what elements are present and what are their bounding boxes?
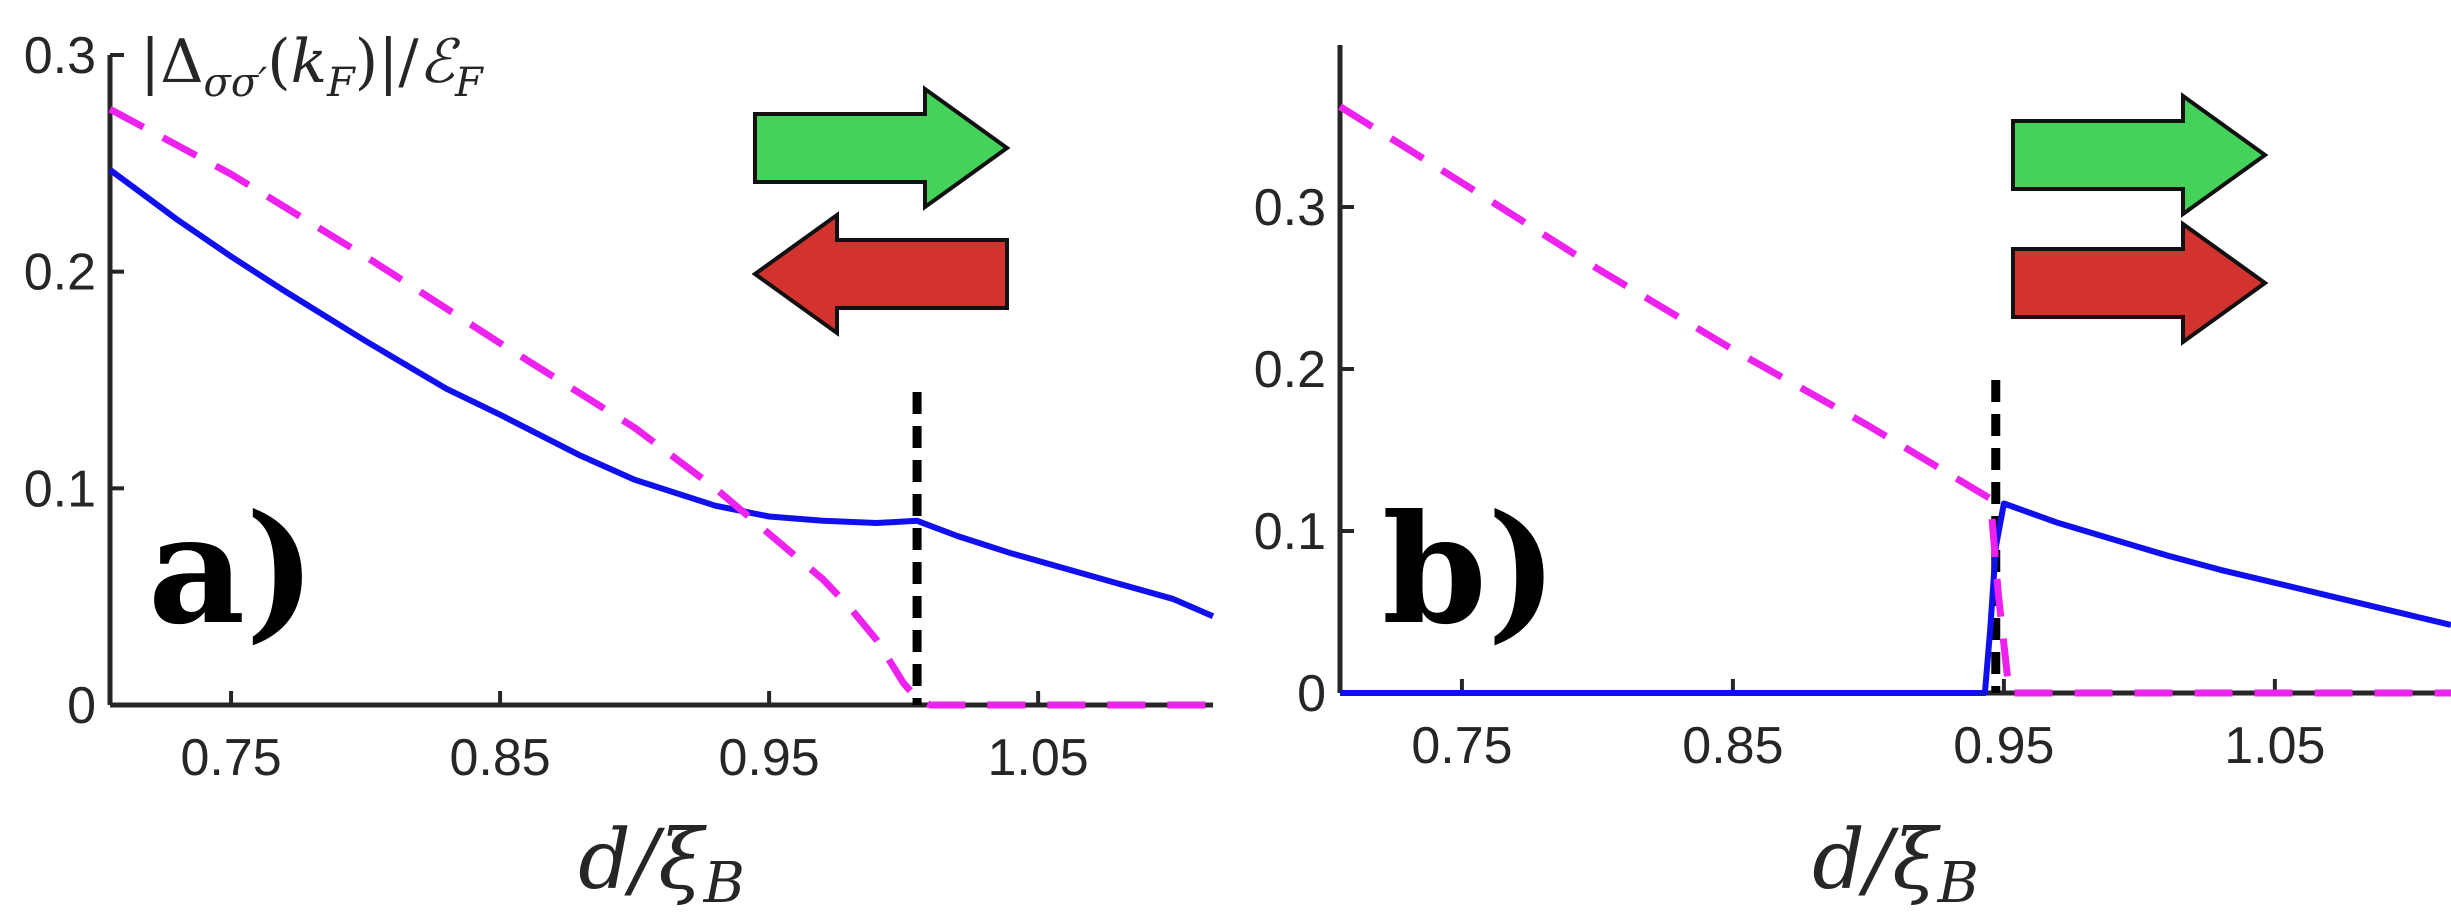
x-axis-label: d/ξB (578, 813, 744, 912)
red-arrow-icon (2011, 220, 2269, 346)
panel-label: a) (148, 482, 316, 658)
x-tick-label: 0.75 (1411, 717, 1512, 775)
green-arrow-icon (2011, 92, 2269, 218)
y-tick-label: 0.1 (1254, 503, 1326, 561)
y-tick-label: 0.2 (24, 244, 96, 302)
series-line-dashed-magenta (1338, 103, 2451, 697)
y-tick-label: 0.3 (24, 27, 96, 85)
y-tick-label: 0.3 (1254, 179, 1326, 237)
green-arrow-icon (753, 85, 1011, 211)
x-tick-label: 0.95 (1953, 717, 2054, 775)
y-tick-label: 0.1 (24, 460, 96, 518)
x-tick-label: 0.95 (719, 729, 820, 787)
y-tick-label: 0 (1297, 665, 1326, 723)
x-tick-label: 0.85 (1682, 717, 1783, 775)
panel-a: 0 0.1 0.2 0.3 0.75 0.85 0.95 1.05 d/ξB |Δσσ′(kF)|… (24, 27, 1215, 912)
panel-b: 0 0.1 0.2 0.3 0.75 0.85 0.95 1.05 d/ξB b) (1254, 45, 2451, 912)
x-tick-label: 1.05 (988, 729, 1089, 787)
y-axis-label: |Δσσ′(kF)|/ℰF (140, 27, 484, 106)
x-tick-label: 1.05 (2224, 717, 2325, 775)
x-axis-label: d/ξB (1812, 813, 1978, 912)
y-tick-label: 0.2 (1254, 341, 1326, 399)
y-tick-label: 0 (67, 677, 96, 735)
red-arrow-icon (751, 211, 1009, 337)
series-line-dashed-magenta (108, 106, 1213, 709)
x-tick-label: 0.75 (180, 729, 281, 787)
series-line-solid-blue (1340, 500, 2451, 696)
panel-label: b) (1382, 482, 1558, 658)
x-tick-label: 0.85 (449, 729, 550, 787)
